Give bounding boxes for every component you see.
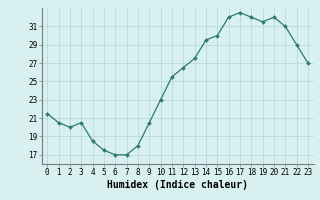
- X-axis label: Humidex (Indice chaleur): Humidex (Indice chaleur): [107, 180, 248, 190]
